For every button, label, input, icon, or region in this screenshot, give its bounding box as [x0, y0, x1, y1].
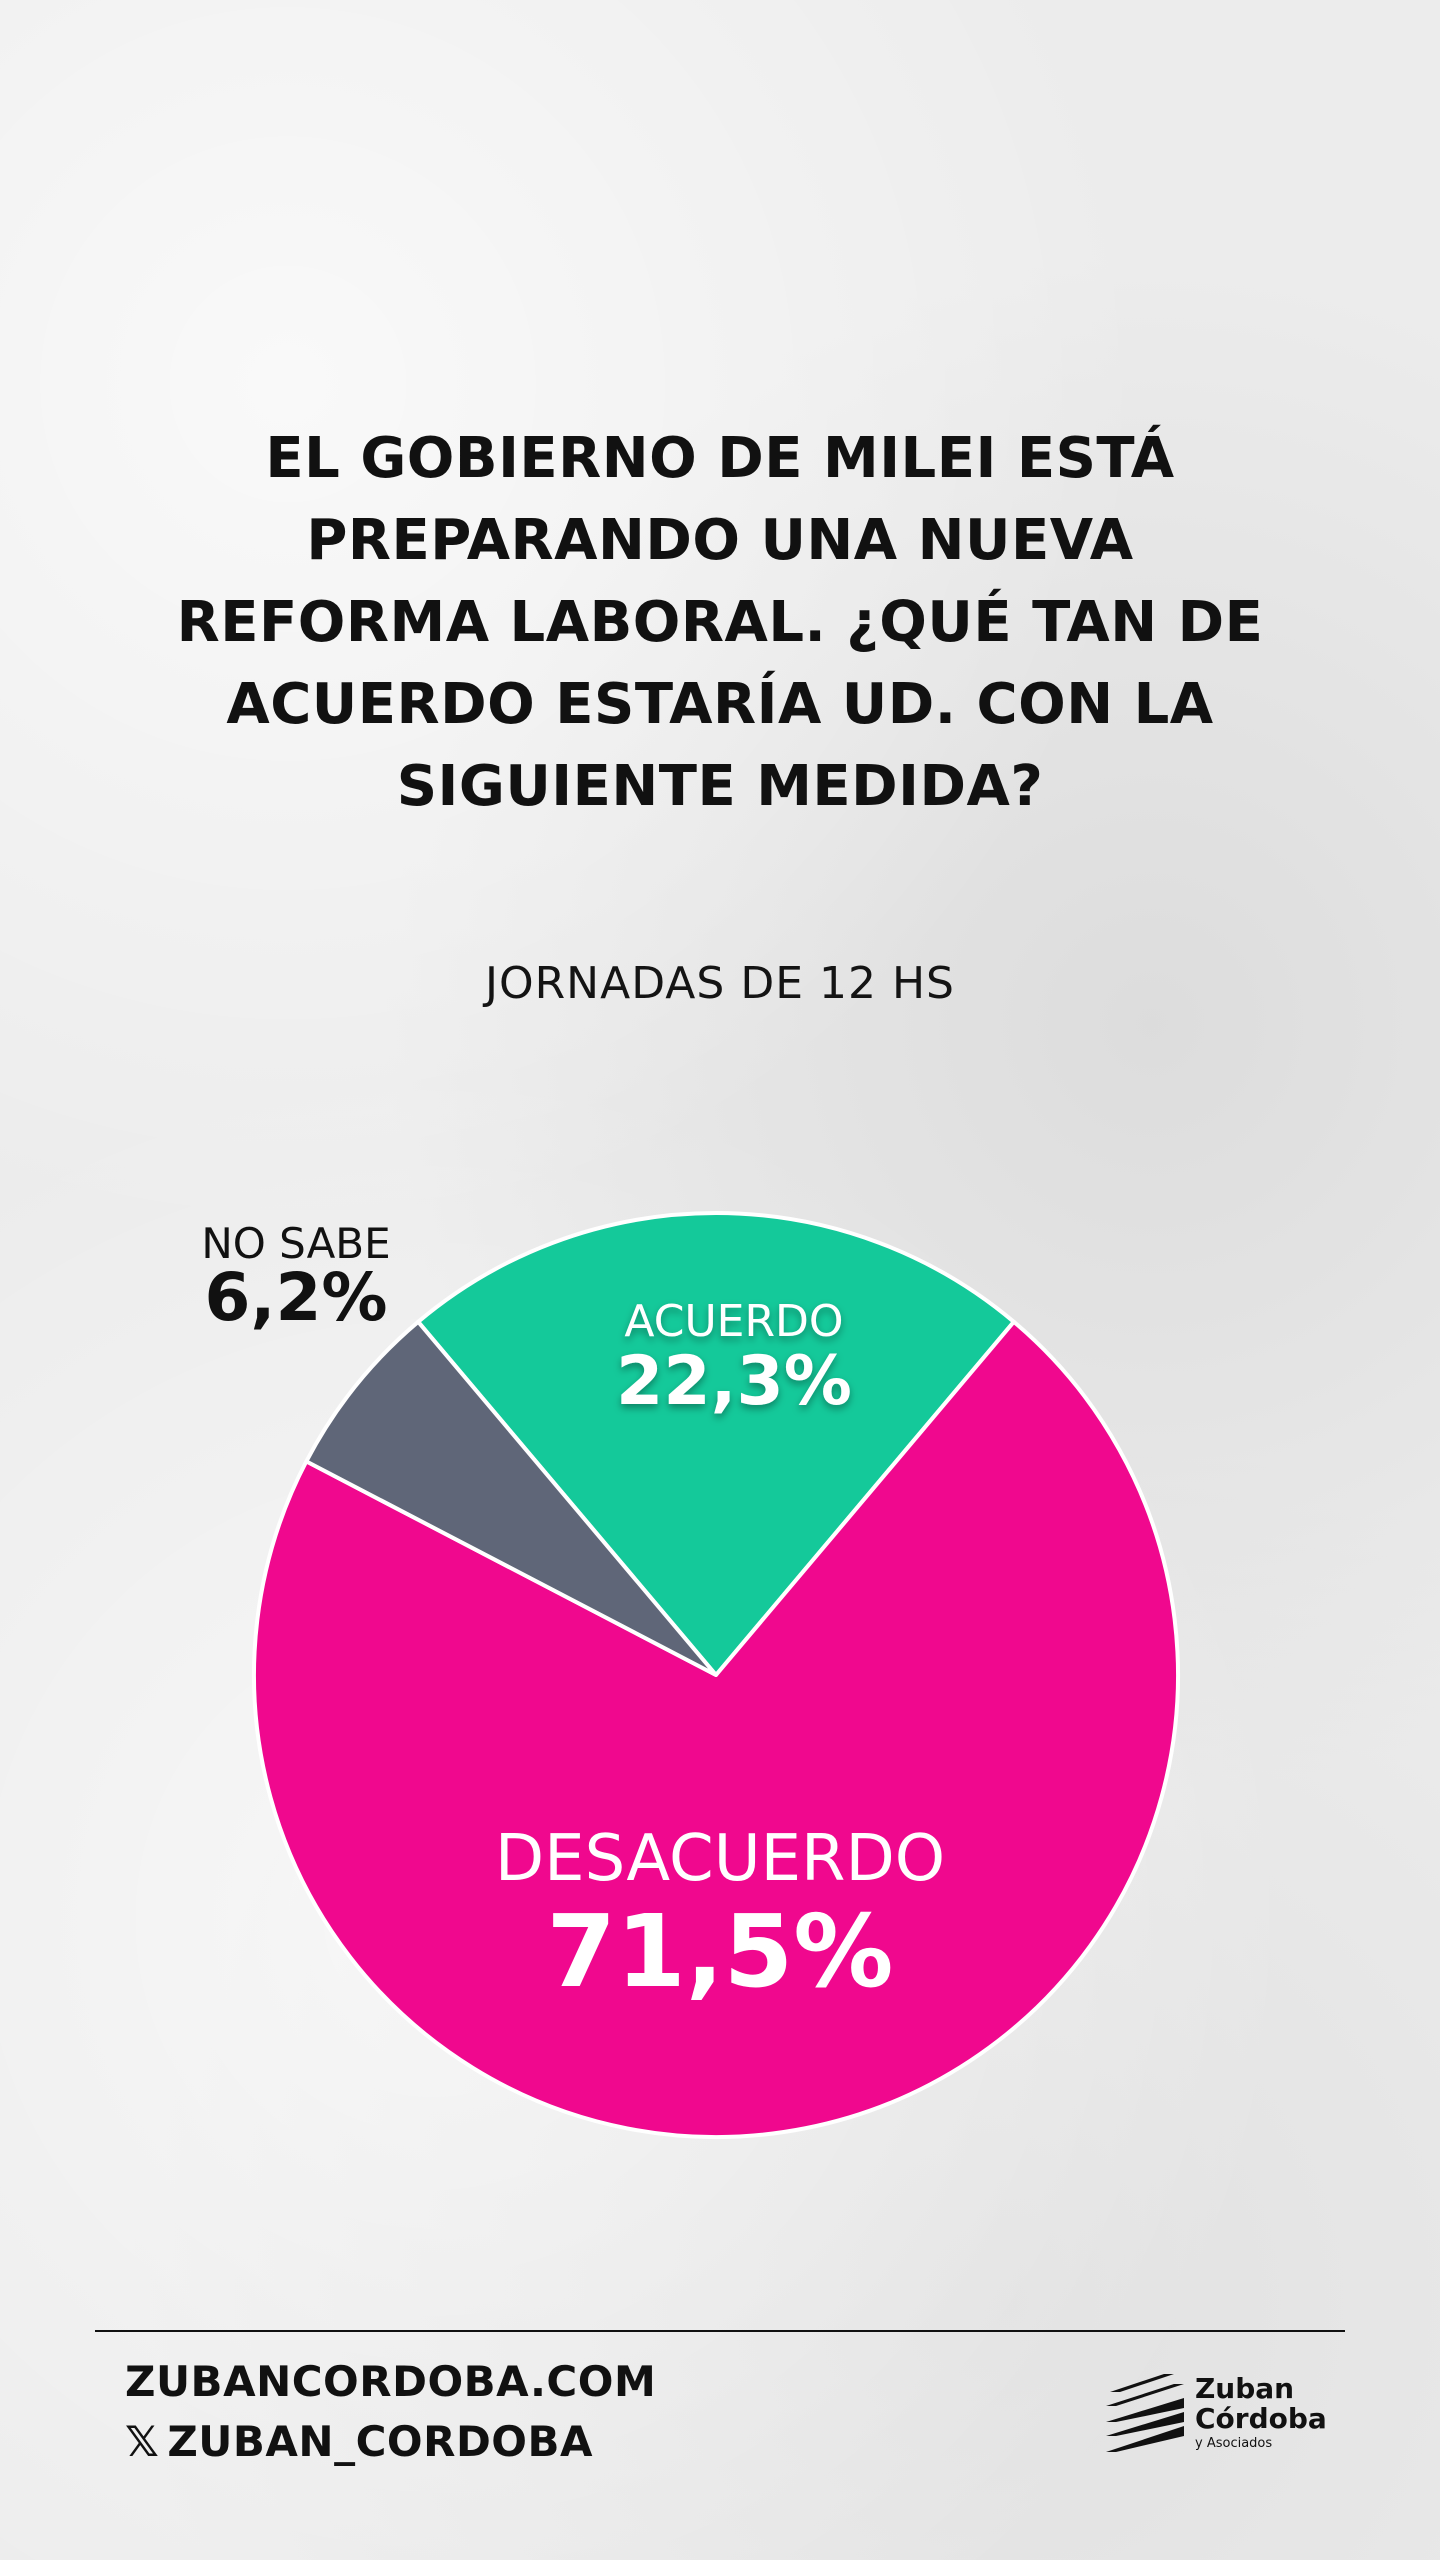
website-link[interactable]: ZUBANCORDOBA.COM [125, 2357, 657, 2406]
title-line: REFORMA LABORAL. ¿QUÉ TAN DE [176, 590, 1264, 655]
slice-value-acuerdo: 22,3% [616, 1342, 852, 1421]
logo-line-2: Córdoba [1195, 2402, 1327, 2435]
pie-slice-no-sabe [304, 1319, 718, 1677]
pie-slice-desacuerdo [252, 1319, 1180, 2139]
slice-label-no-sabe: NO SABE [201, 1219, 390, 1268]
question-title: EL GOBIERNO DE MILEI ESTÁ PREPARANDO UNA… [100, 418, 1340, 828]
title-line: ACUERDO ESTARÍA UD. CON LA [226, 672, 1214, 737]
title-line: PREPARANDO UNA NUEVA [306, 508, 1134, 573]
logo-line-1: Zuban [1195, 2372, 1295, 2405]
title-line: EL GOBIERNO DE MILEI ESTÁ [265, 426, 1175, 491]
slice-label-acuerdo: ACUERDO [624, 1296, 843, 1347]
chart-subtitle: JORNADAS DE 12 HS [485, 958, 955, 1009]
pie-slice-acuerdo [416, 1211, 1016, 1677]
zuban-cordoba-logo: Zuban Córdoba y Asociados [1102, 2370, 1332, 2460]
footer-divider [95, 2330, 1345, 2332]
social-handle-link[interactable]: 𝕏 ZUBAN_CORDOBA [125, 2417, 593, 2466]
x-logo-icon: 𝕏 [125, 2417, 160, 2466]
slice-label-desacuerdo: DESACUERDO [495, 1822, 945, 1896]
handle-text: ZUBAN_CORDOBA [167, 2417, 594, 2466]
slice-value-desacuerdo: 71,5% [547, 1893, 894, 2010]
logo-line-3: y Asociados [1195, 2436, 1273, 2451]
slice-value-no-sabe: 6,2% [204, 1259, 387, 1336]
stripes-logo-icon [1106, 2374, 1184, 2452]
title-line: SIGUIENTE MEDIDA? [396, 754, 1044, 819]
